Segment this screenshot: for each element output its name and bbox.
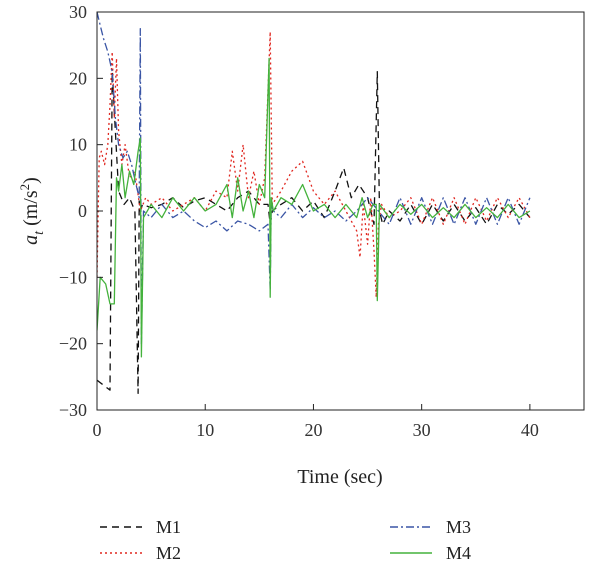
series-line-m3 bbox=[97, 12, 531, 345]
series-line-m1 bbox=[97, 71, 531, 395]
x-tick-label: 30 bbox=[413, 420, 431, 440]
x-tick-label: 10 bbox=[196, 420, 214, 440]
x-tick-label: 0 bbox=[93, 420, 102, 440]
y-tick-label: 30 bbox=[69, 2, 87, 22]
y-tick-label: 0 bbox=[78, 201, 87, 221]
x-tick-label: 20 bbox=[304, 420, 322, 440]
x-tick-label: 40 bbox=[521, 420, 539, 440]
y-tick-label: −20 bbox=[59, 334, 87, 354]
y-axis-label: at (m/s2) bbox=[17, 177, 47, 245]
y-tick-label: −30 bbox=[59, 400, 87, 420]
legend: M1 M2 M3 M4 bbox=[100, 517, 471, 563]
x-axis: 0 10 20 30 40 bbox=[93, 404, 539, 440]
y-tick-label: 10 bbox=[69, 135, 87, 155]
legend-label-m2: M2 bbox=[156, 543, 181, 563]
y-axis: 30 20 10 0 −10 −20 −30 bbox=[59, 2, 103, 420]
series-layer bbox=[97, 12, 531, 395]
legend-label-m4: M4 bbox=[446, 543, 471, 563]
y-tick-label: −10 bbox=[59, 267, 87, 287]
x-axis-label: Time (sec) bbox=[297, 466, 382, 488]
legend-label-m1: M1 bbox=[156, 517, 181, 537]
legend-label-m3: M3 bbox=[446, 517, 471, 537]
y-tick-label: 20 bbox=[69, 68, 87, 88]
series-line-m2 bbox=[97, 31, 531, 298]
series-line-m4 bbox=[97, 57, 531, 358]
